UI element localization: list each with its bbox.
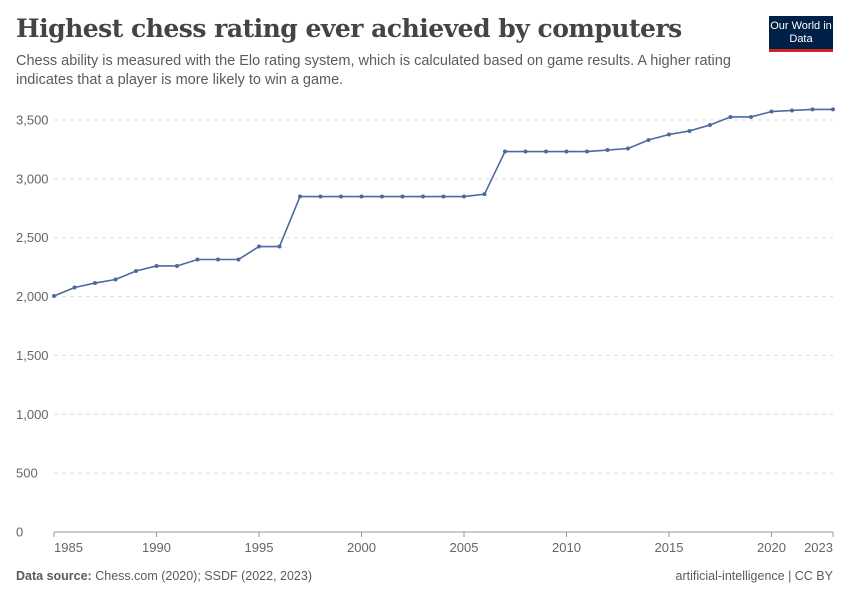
data-point[interactable] xyxy=(380,194,384,199)
data-point[interactable] xyxy=(216,257,220,262)
data-point[interactable] xyxy=(195,257,200,262)
data-point[interactable] xyxy=(790,108,794,113)
source-label: Data source: xyxy=(16,569,92,583)
x-tick-label: 1985 xyxy=(54,540,83,555)
data-point[interactable] xyxy=(585,149,589,154)
data-point[interactable] xyxy=(52,293,56,298)
y-tick-label: 2,000 xyxy=(16,289,49,304)
data-point[interactable] xyxy=(154,263,159,268)
series-line xyxy=(53,108,833,297)
data-point[interactable] xyxy=(236,257,241,262)
source-text[interactable]: Chess.com (2020); SSDF (2022, 2023) xyxy=(95,569,312,583)
data-point[interactable] xyxy=(277,244,282,249)
data-point[interactable] xyxy=(626,146,630,151)
data-point[interactable] xyxy=(462,194,466,199)
x-tick-label: 2023 xyxy=(804,540,833,555)
data-point[interactable] xyxy=(421,194,425,199)
license-text[interactable]: artificial-intelligence | CC BY xyxy=(675,569,833,583)
chart-title: Highest chess rating ever achieved by co… xyxy=(16,14,682,43)
data-point[interactable] xyxy=(175,263,179,268)
y-tick-label: 1,500 xyxy=(16,348,49,363)
data-point[interactable] xyxy=(503,149,507,154)
data-point[interactable] xyxy=(544,149,548,154)
data-point[interactable] xyxy=(667,132,671,137)
data-point[interactable] xyxy=(339,194,343,199)
x-tick-label: 1990 xyxy=(142,540,171,555)
x-tick-label: 2005 xyxy=(450,540,479,555)
data-point[interactable] xyxy=(810,107,815,112)
y-tick-label: 1,000 xyxy=(16,407,49,422)
data-source: Data source: Chess.com (2020); SSDF (202… xyxy=(16,569,312,583)
y-tick-label: 3,000 xyxy=(16,171,49,186)
data-point[interactable] xyxy=(687,128,692,133)
x-tick-label: 2010 xyxy=(552,540,581,555)
data-point[interactable] xyxy=(400,194,405,199)
data-point[interactable] xyxy=(728,114,733,119)
data-point[interactable] xyxy=(134,269,138,274)
chart-subtitle: Chess ability is measured with the Elo r… xyxy=(16,53,731,88)
data-point[interactable] xyxy=(318,194,323,199)
y-tick-label: 2,500 xyxy=(16,230,49,245)
data-point[interactable] xyxy=(605,148,610,153)
x-tick-label: 2000 xyxy=(347,540,376,555)
data-point[interactable] xyxy=(523,149,528,154)
data-point[interactable] xyxy=(257,244,261,249)
data-point[interactable] xyxy=(482,192,487,197)
data-point[interactable] xyxy=(441,194,446,199)
x-tick-label: 2015 xyxy=(655,540,684,555)
x-tick-label: 2020 xyxy=(757,540,786,555)
owid-logo[interactable]: Our World in Data xyxy=(769,16,833,52)
data-point[interactable] xyxy=(359,194,364,199)
data-point[interactable] xyxy=(831,107,835,112)
data-point[interactable] xyxy=(564,149,569,154)
y-tick-label: 500 xyxy=(16,466,38,481)
data-point[interactable] xyxy=(113,277,118,282)
x-tick-label: 1995 xyxy=(245,540,274,555)
data-point[interactable] xyxy=(749,114,753,119)
data-point[interactable] xyxy=(646,138,651,143)
y-tick-label: 3,500 xyxy=(16,113,49,128)
data-point[interactable] xyxy=(72,285,77,290)
y-tick-label: 0 xyxy=(16,525,23,540)
data-point[interactable] xyxy=(708,122,712,127)
data-point[interactable] xyxy=(769,109,774,114)
data-point[interactable] xyxy=(93,281,97,286)
data-point[interactable] xyxy=(298,194,302,199)
